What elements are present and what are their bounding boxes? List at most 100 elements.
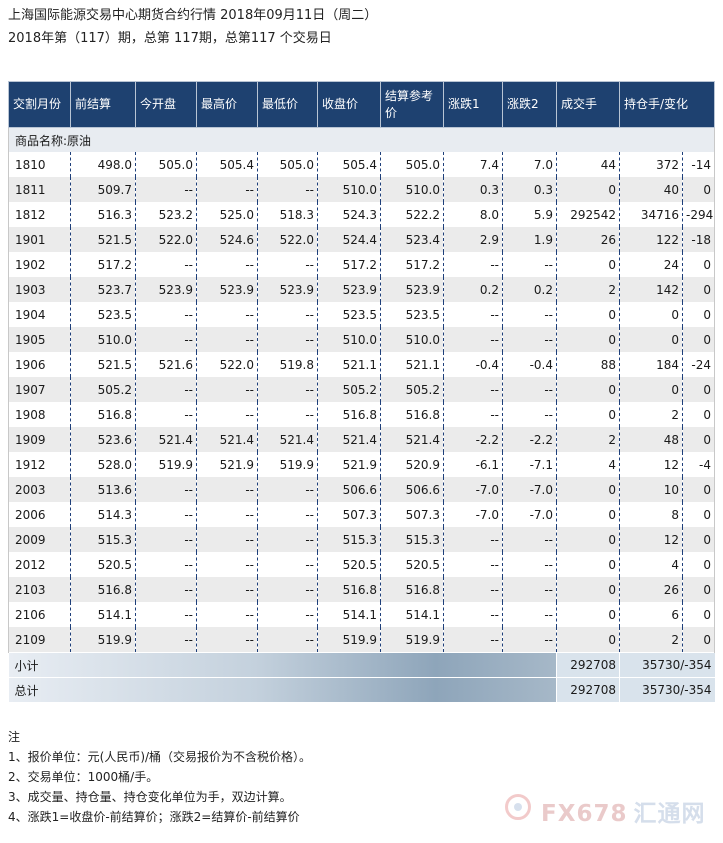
- cell-volume: 44: [556, 152, 620, 177]
- cell-low: --: [257, 377, 318, 402]
- cell-high: --: [196, 552, 258, 577]
- cell-prev-settle: 519.9: [70, 627, 136, 653]
- cell-high: --: [196, 327, 258, 352]
- cell-low: 519.8: [257, 352, 318, 377]
- cell-change1: --: [443, 552, 503, 577]
- cell-volume: 2: [556, 277, 620, 302]
- cell-change2: 0.2: [502, 277, 557, 302]
- cell-change1: -7.0: [443, 502, 503, 527]
- cell-delivery-month: 1912: [8, 452, 71, 477]
- cell-change2: 1.9: [502, 227, 557, 252]
- cell-close: 521.9: [317, 452, 381, 477]
- table-row: 2103 516.8 -- -- -- 516.8 516.8 -- -- 0 26 0: [8, 577, 716, 602]
- cell-settle-ref: 520.5: [380, 552, 444, 577]
- cell-high: --: [196, 177, 258, 202]
- col-header-prev-settle: 前结算: [70, 81, 136, 128]
- col-header-close: 收盘价: [317, 81, 381, 128]
- cell-prev-settle: 515.3: [70, 527, 136, 552]
- cell-open: --: [135, 302, 197, 327]
- cell-volume: 0: [556, 602, 620, 627]
- cell-open-interest: 372: [619, 152, 683, 177]
- cell-high: 522.0: [196, 352, 258, 377]
- cell-volume: 0: [556, 402, 620, 427]
- col-header-high: 最高价: [196, 81, 258, 128]
- cell-change1: --: [443, 252, 503, 277]
- cell-delivery-month: 1908: [8, 402, 71, 427]
- col-header-open-interest: 持仓手/变化: [618, 81, 716, 128]
- cell-delivery-month: 1906: [8, 352, 71, 377]
- subtotal-row-label: 小计: [8, 652, 557, 678]
- cell-close: 515.3: [317, 527, 381, 552]
- table-row: 1901 521.5 522.0 524.6 522.0 524.4 523.4 2.9 1.9…: [8, 227, 716, 252]
- cell-high: --: [196, 502, 258, 527]
- table-row: 1909 523.6 521.4 521.4 521.4 521.4 521.4 -2.2 -2…: [8, 427, 716, 452]
- cell-low: --: [257, 552, 318, 577]
- cell-volume: 0: [556, 552, 620, 577]
- cell-change1: --: [443, 377, 503, 402]
- cell-high: --: [196, 627, 258, 653]
- cell-prev-settle: 498.0: [70, 152, 136, 177]
- cell-open: --: [135, 527, 197, 552]
- fx678-logo-icon: [505, 794, 531, 820]
- cell-settle-ref: 521.4: [380, 427, 444, 452]
- cell-settle-ref: 515.3: [380, 527, 444, 552]
- cell-settle-ref: 523.5: [380, 302, 444, 327]
- cell-delivery-month: 2109: [8, 627, 71, 653]
- cell-change2: -2.2: [502, 427, 557, 452]
- cell-change2: --: [502, 377, 557, 402]
- table-row: 1912 528.0 519.9 521.9 519.9 521.9 520.9 -6.1 -7…: [8, 452, 716, 477]
- cell-oi-change: 0: [681, 602, 716, 627]
- cell-delivery-month: 1811: [8, 177, 71, 202]
- cell-high: --: [196, 302, 258, 327]
- cell-open-interest: 10: [619, 477, 683, 502]
- cell-delivery-month: 1810: [8, 152, 71, 177]
- watermark: FX678 汇通网: [505, 790, 715, 827]
- cell-open: 521.4: [135, 427, 197, 452]
- table-row: 1907 505.2 -- -- -- 505.2 505.2 -- -- 0 0 0: [8, 377, 716, 402]
- table-row: 2109 519.9 -- -- -- 519.9 519.9 -- -- 0 2 0: [8, 627, 716, 653]
- cell-delivery-month: 1812: [8, 202, 71, 227]
- cell-prev-settle: 510.0: [70, 327, 136, 352]
- cell-volume: 0: [556, 302, 620, 327]
- table-row: 2009 515.3 -- -- -- 515.3 515.3 -- -- 0 12 0: [8, 527, 716, 552]
- cell-close: 505.2: [317, 377, 381, 402]
- cell-change2: --: [502, 527, 557, 552]
- cell-close: 524.3: [317, 202, 381, 227]
- cell-open-interest: 40: [619, 177, 683, 202]
- cell-change1: --: [443, 627, 503, 653]
- cell-low: 523.9: [257, 277, 318, 302]
- cell-prev-settle: 514.3: [70, 502, 136, 527]
- cell-change2: -0.4: [502, 352, 557, 377]
- cell-oi-change: 0: [681, 627, 716, 653]
- cell-prev-settle: 520.5: [70, 552, 136, 577]
- cell-high: --: [196, 527, 258, 552]
- cell-change2: -7.0: [502, 477, 557, 502]
- table-row: 1902 517.2 -- -- -- 517.2 517.2 -- -- 0 24 0: [8, 252, 716, 277]
- watermark-brand-cn: 汇通网: [633, 801, 706, 827]
- table-row: 1810 498.0 505.0 505.4 505.0 505.4 505.0 7.4 7.0…: [8, 152, 716, 177]
- cell-low: --: [257, 602, 318, 627]
- cell-prev-settle: 521.5: [70, 352, 136, 377]
- cell-high: 505.4: [196, 152, 258, 177]
- subtotal-row: 小计 292708 35730/-354: [8, 652, 715, 678]
- cell-open-interest: 0: [619, 327, 683, 352]
- cell-change1: --: [443, 402, 503, 427]
- cell-oi-change: -18: [681, 227, 716, 252]
- cell-settle-ref: 517.2: [380, 252, 444, 277]
- cell-volume: 0: [556, 577, 620, 602]
- cell-open: 505.0: [135, 152, 197, 177]
- cell-low: 522.0: [257, 227, 318, 252]
- cell-open: --: [135, 602, 197, 627]
- cell-delivery-month: 1909: [8, 427, 71, 452]
- cell-settle-ref: 521.1: [380, 352, 444, 377]
- cell-low: 518.3: [257, 202, 318, 227]
- cell-change1: 2.9: [443, 227, 503, 252]
- cell-oi-change: -4: [681, 452, 716, 477]
- cell-close: 517.2: [317, 252, 381, 277]
- cell-delivery-month: 2006: [8, 502, 71, 527]
- cell-delivery-month: 2009: [8, 527, 71, 552]
- cell-open-interest: 24: [619, 252, 683, 277]
- cell-open-interest: 6: [619, 602, 683, 627]
- cell-change2: --: [502, 302, 557, 327]
- cell-oi-change: -294: [681, 202, 716, 227]
